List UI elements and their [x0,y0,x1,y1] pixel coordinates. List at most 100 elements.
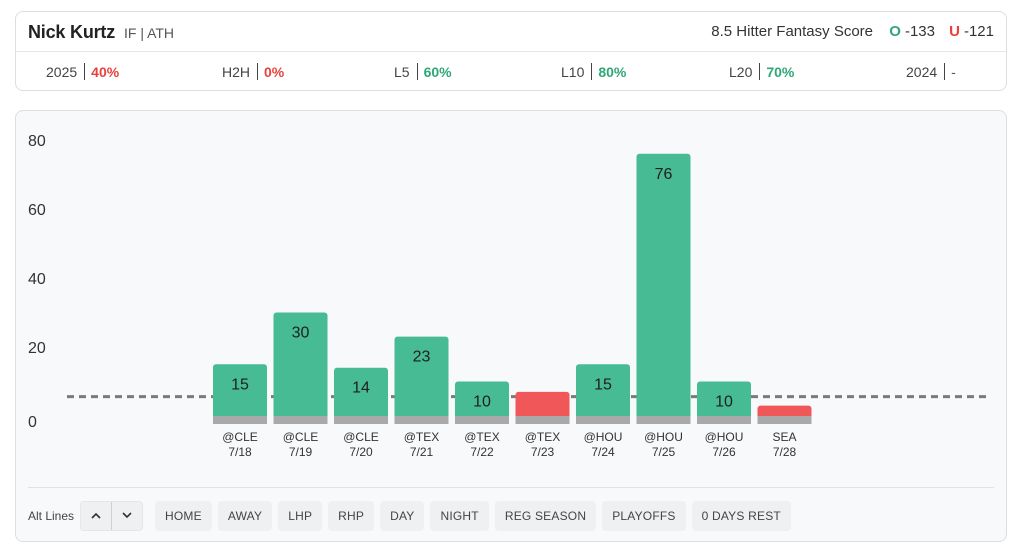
x-opponent-label: @TEX [525,430,561,444]
stat-value: 70% [766,63,795,80]
x-opponent-label: @HOU [644,430,683,444]
x-date-label: 7/19 [289,445,313,459]
x-date-label: 7/18 [228,445,252,459]
chart-divider [28,487,994,488]
under-letter: U [949,23,960,40]
x-opponent-label: @HOU [584,430,623,444]
x-date-label: 7/20 [349,445,373,459]
filter-playoffs-button[interactable]: PLAYOFFS [602,500,686,531]
x-date-label: 7/21 [410,445,434,459]
bar-fill [455,381,509,424]
stat-separator [944,63,946,80]
hit-rate-stats: 2025 40% H2H 0% L5 60% L10 80% L20 70% 2024- [16,52,1006,91]
stat-separator [416,63,418,80]
filter-reg-season-button[interactable]: REG SEASON [494,500,597,531]
bar-fill [273,312,328,424]
bar-value-label: 10 [473,394,491,411]
x-opponent-label: @CLE [283,430,319,444]
stat-h2h: H2H 0% [222,63,284,80]
filter-day-button[interactable]: DAY [380,500,425,531]
bar-fill [697,381,751,424]
stat-value: 40% [91,63,120,80]
stat-label: L20 [729,63,753,80]
y-tick-label: 40 [28,271,46,288]
bar-value-label: 15 [594,376,612,393]
x-date-label: 7/25 [652,445,676,459]
bar-base [334,416,388,424]
bar-fill [576,364,630,424]
stat-value: 80% [598,63,627,80]
filter-0-days-rest-button[interactable]: 0 DAYS REST [691,500,791,531]
stat-2025: 2025 40% [46,63,119,80]
bar-base [636,416,691,424]
stat-l10: L10 80% [561,63,626,80]
alt-line-down-button[interactable] [112,502,142,530]
stat-value: - [951,63,956,80]
bar-base [576,416,630,424]
x-opponent-label: @CLE [222,430,258,444]
x-opponent-label: @CLE [343,430,379,444]
player-name: Nick Kurtz [28,22,116,42]
prop-line-label: 8.5 Hitter Fantasy Score [711,23,873,40]
filter-night-button[interactable]: NIGHT [430,500,489,531]
player-header-card: Nick Kurtz IF | ATH 8.5 Hitter Fantasy S… [15,11,1007,91]
x-date-label: 7/22 [470,445,494,459]
stat-separator [759,63,761,80]
bar-fill [515,391,570,424]
bar-base [394,416,449,424]
stat-label: H2H [222,63,251,80]
filter-away-button[interactable]: AWAY [217,500,273,531]
stat-separator [84,63,86,80]
filter-home-button[interactable]: HOME [155,500,212,531]
x-opponent-label: @TEX [404,430,440,444]
under-odds-button[interactable]: U -121 [949,23,994,40]
chart-card: 80 60 40 20 0 15 @CLE 7/18 30 @CLE 7/19 14 @CLE 7/20 2… [15,110,1007,542]
stat-2024: 2024- [906,63,956,80]
stat-l5: L5 60% [394,63,452,80]
y-tick-label: 80 [28,133,46,150]
stepper-divider [111,501,113,530]
alt-line-up-button[interactable] [81,502,111,530]
bar-value-label: 15 [231,376,249,393]
over-letter: O [889,23,901,40]
chevron-down-icon [122,512,132,519]
bar-base [515,416,570,424]
filter-lhp-button[interactable]: LHP [278,500,323,531]
stat-l20: L20 70% [729,63,794,80]
stat-label: 2025 [46,63,78,80]
x-date-label: 7/26 [712,445,736,459]
y-tick-label: 60 [28,202,46,219]
y-tick-label: 20 [28,340,46,357]
filter-rhp-button[interactable]: RHP [328,500,375,531]
bar-value-label: 23 [413,349,431,366]
bar-value-label: 30 [292,325,310,342]
x-opponent-label: SEA [772,430,796,444]
x-date-label: 7/23 [531,445,555,459]
bar-value-label: 10 [715,394,733,411]
bar-base [455,416,509,424]
stat-label: 2024 [906,63,938,80]
over-odds-button[interactable]: O -133 [889,23,935,40]
alt-lines-stepper [80,500,144,531]
under-odds: -121 [963,23,994,40]
stat-label: L5 [394,63,410,80]
x-date-label: 7/24 [591,445,615,459]
x-opponent-label: @TEX [464,430,500,444]
bar-fill [394,336,449,424]
y-tick-label: 0 [28,414,37,431]
bar-base [697,416,751,424]
x-date-label: 7/28 [773,445,797,459]
filter-bar: Alt Lines HOME AWAY LHP RHP DAY NIGHT REG SEAS… [28,500,797,531]
bar-value-label: 76 [655,166,673,183]
player-meta: IF | ATH [124,25,175,41]
